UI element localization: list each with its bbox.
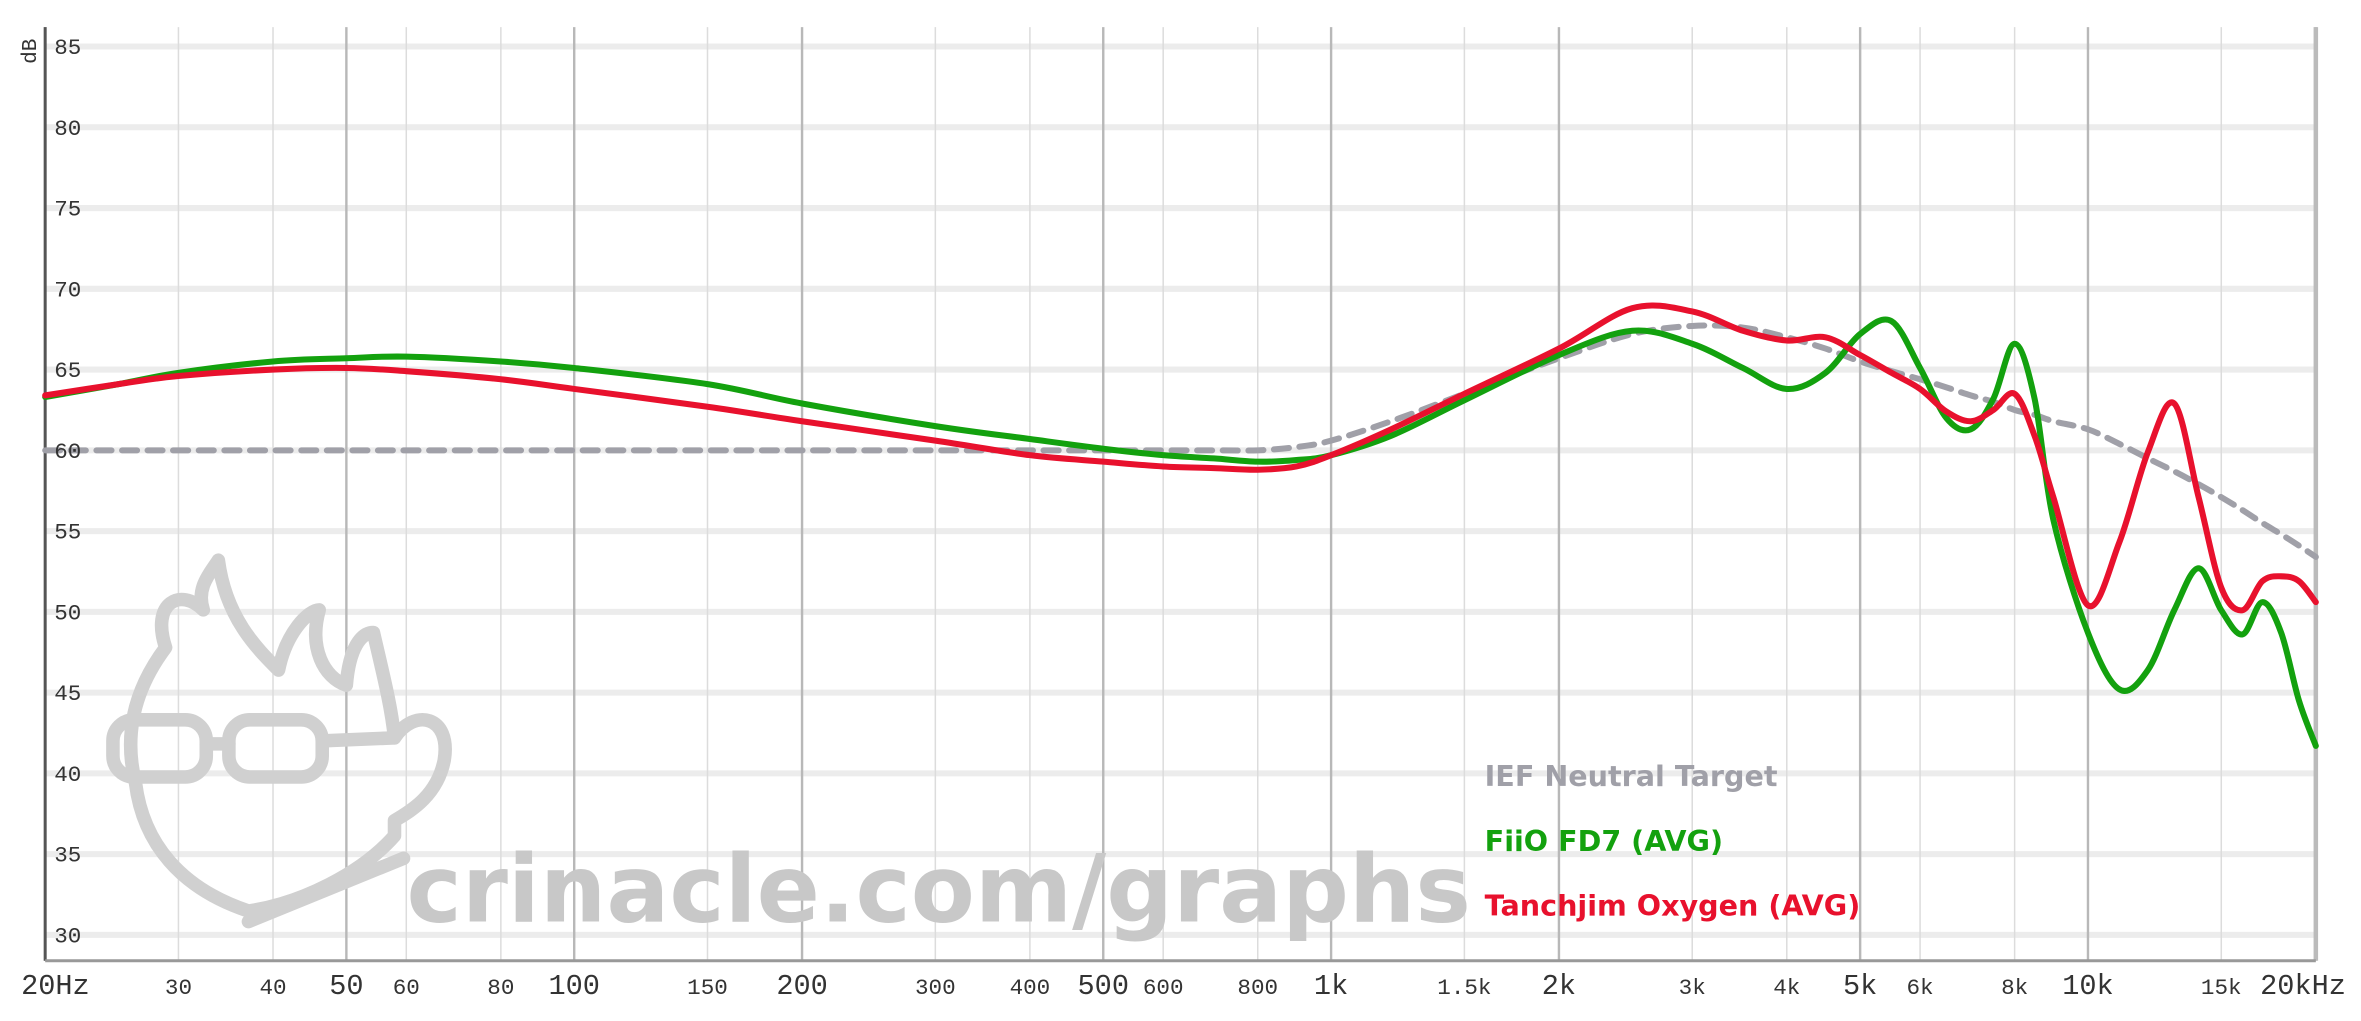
x-tick-label: 30 bbox=[165, 975, 192, 1001]
x-tick-label: 60 bbox=[393, 975, 420, 1001]
x-tick-label: 1k bbox=[1314, 970, 1348, 1003]
x-tick-label: 500 bbox=[1078, 970, 1129, 1003]
y-tick-label: 85 bbox=[54, 35, 81, 61]
x-tick-label: 20kHz bbox=[2260, 970, 2346, 1003]
series-line bbox=[42, 302, 2319, 614]
y-tick-label: 45 bbox=[54, 681, 81, 707]
legend-entry: Tanchjim Oxygen (AVG) bbox=[1485, 889, 1861, 923]
x-tick-label: 20Hz bbox=[21, 970, 90, 1003]
x-tick-label: 300 bbox=[915, 975, 956, 1001]
mascot-logo bbox=[106, 553, 452, 929]
y-tick-label: 50 bbox=[54, 600, 81, 626]
x-tick-label: 40 bbox=[259, 975, 286, 1001]
x-tick-label: 5k bbox=[1843, 970, 1877, 1003]
x-tick-label: 3k bbox=[1679, 975, 1706, 1001]
x-tick-label: 400 bbox=[1010, 975, 1051, 1001]
x-tick-label: 80 bbox=[487, 975, 514, 1001]
x-tick-label: 100 bbox=[548, 970, 599, 1003]
y-tick-label: 40 bbox=[54, 762, 81, 788]
x-tick-label: 8k bbox=[2001, 975, 2028, 1001]
x-tick-label: 2k bbox=[1542, 970, 1576, 1003]
y-tick-label: 30 bbox=[54, 923, 81, 949]
legend-entry: IEF Neutral Target bbox=[1485, 759, 1778, 793]
y-tick-label: 65 bbox=[54, 358, 81, 384]
y-tick-label: 60 bbox=[54, 439, 81, 465]
x-tick-label: 800 bbox=[1237, 975, 1278, 1001]
x-tick-label: 200 bbox=[776, 970, 827, 1003]
watermark: crinacle.com/graphs bbox=[407, 836, 1471, 945]
y-tick-label: 80 bbox=[54, 116, 81, 142]
series-line bbox=[42, 316, 2319, 749]
grid bbox=[43, 27, 2319, 963]
y-tick-label: 35 bbox=[54, 843, 81, 869]
y-tick-label: 70 bbox=[54, 277, 81, 303]
x-tick-label: 6k bbox=[1907, 975, 1934, 1001]
x-tick-label: 4k bbox=[1773, 975, 1800, 1001]
y-tick-label: 75 bbox=[54, 197, 81, 223]
x-tick-label: 600 bbox=[1143, 975, 1184, 1001]
x-tick-label: 10k bbox=[2062, 970, 2113, 1003]
legend-entry: FiiO FD7 (AVG) bbox=[1485, 824, 1723, 858]
y-tick-label: 55 bbox=[54, 520, 81, 546]
x-tick-label: 15k bbox=[2201, 975, 2242, 1001]
x-tick-label: 1.5k bbox=[1437, 975, 1491, 1001]
x-tick-label: 150 bbox=[687, 975, 728, 1001]
series-line bbox=[42, 322, 2319, 560]
x-tick-label: 50 bbox=[329, 970, 363, 1003]
y-axis-label: dB bbox=[19, 39, 43, 64]
